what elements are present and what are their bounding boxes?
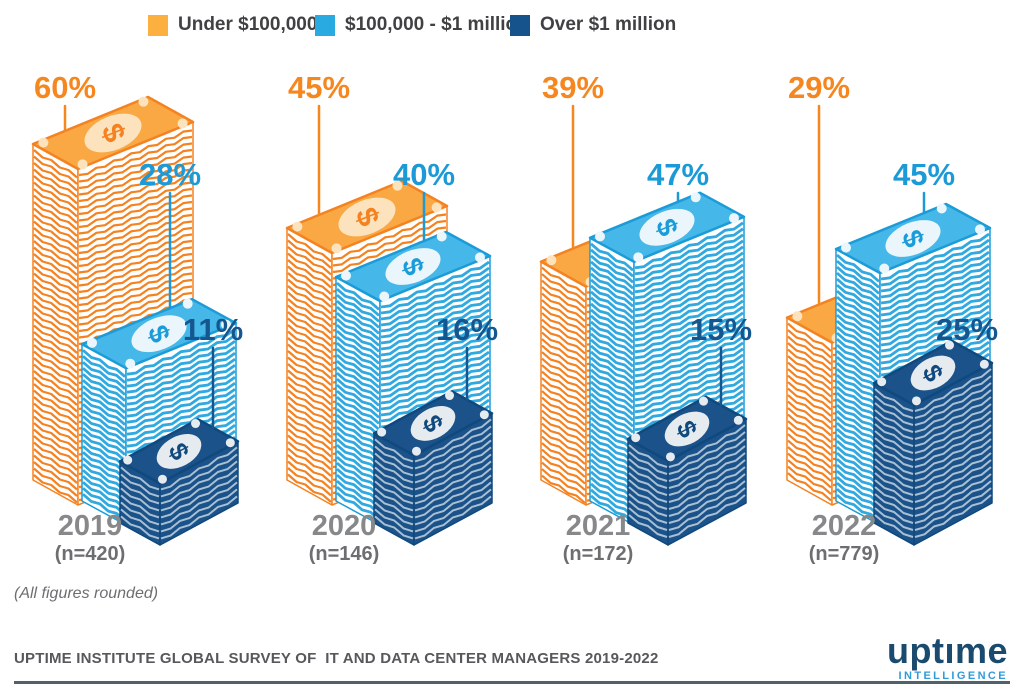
uptime-intelligence-logo: uptıme INTELLIGENCE: [886, 630, 1008, 683]
logo-wordmark: uptıme: [886, 630, 1008, 671]
stack-over-1m-2019: $: [118, 418, 240, 546]
logo-subtitle: INTELLIGENCE: [898, 670, 1008, 682]
percent-label-over-1m-2019: 11%: [183, 312, 243, 347]
year-group-2019: $$$60%28%11%2019(n=420): [31, 70, 243, 565]
legend-item-over-1m: Over $1 million: [510, 14, 676, 36]
legend-swatch-under-100k: [148, 14, 168, 36]
year-label-2022: 2022: [812, 510, 877, 542]
percent-label-over-1m-2021: 15%: [690, 312, 752, 347]
figures-note: (All figures rounded): [14, 585, 159, 602]
year-group-2022: $$$29%45%25%2022(n=779): [785, 70, 998, 565]
percent-label-under-100k-2022: 29%: [788, 70, 850, 105]
percent-label-under-100k-2021: 39%: [542, 70, 604, 105]
percent-label-over-1m-2022: 25%: [936, 312, 998, 347]
percent-label-100k-1m-2019: 28%: [139, 157, 201, 192]
sample-size-label-2020: (n=146): [309, 543, 380, 565]
footer-divider: [14, 681, 1010, 684]
stack-over-1m-2022: $: [872, 339, 994, 546]
year-label-2021: 2021: [566, 510, 631, 542]
percent-label-100k-1m-2021: 47%: [647, 157, 709, 192]
year-label-2019: 2019: [58, 510, 123, 542]
sample-size-label-2022: (n=779): [809, 543, 880, 565]
year-group-2020: $$$45%40%16%2020(n=146): [285, 70, 498, 565]
percent-label-under-100k-2020: 45%: [288, 70, 350, 105]
legend-label-over-1m: Over $1 million: [540, 14, 677, 35]
stack-over-1m-2021: $: [626, 395, 748, 546]
stack-over-1m-2020: $: [372, 390, 494, 546]
year-label-2020: 2020: [312, 510, 377, 542]
legend-swatch-over-1m: [510, 14, 530, 36]
percent-label-over-1m-2020: 16%: [436, 312, 498, 347]
sample-size-label-2021: (n=172): [563, 543, 634, 565]
legend-swatch-100k-1m: [315, 14, 335, 36]
source-text: UPTIME INSTITUTE GLOBAL SURVEY OF IT AND…: [14, 650, 659, 667]
legend-label-under-100k: Under $100,000: [178, 14, 318, 35]
money-stack-chart: $$$60%28%11%2019(n=420)$$$45%40%16%2020(…: [31, 70, 998, 565]
percent-label-100k-1m-2022: 45%: [893, 157, 955, 192]
percent-label-under-100k-2019: 60%: [34, 70, 96, 105]
percent-label-100k-1m-2020: 40%: [393, 157, 455, 192]
year-group-2021: $$$39%47%15%2021(n=172): [539, 70, 752, 565]
legend-item-under-100k: Under $100,000: [148, 14, 317, 36]
sample-size-label-2019: (n=420): [55, 543, 126, 565]
